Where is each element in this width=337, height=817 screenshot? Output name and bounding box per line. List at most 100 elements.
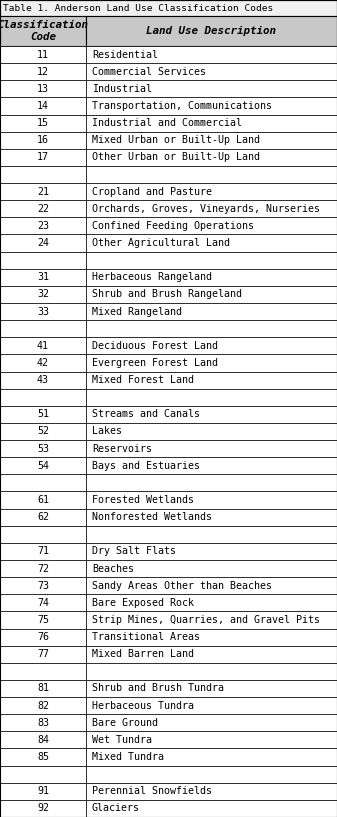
Bar (0, 372, 86, 389)
Bar (0, 46, 86, 63)
Bar (86, 577, 337, 594)
Bar (0, 697, 86, 714)
Text: Transitional Areas: Transitional Areas (92, 632, 200, 642)
Text: Classification
Code: Classification Code (0, 20, 89, 42)
Text: 24: 24 (37, 238, 49, 248)
Bar (86, 525, 337, 542)
Bar (86, 132, 337, 149)
Bar (0, 731, 86, 748)
Text: Lakes: Lakes (92, 426, 122, 436)
Text: 84: 84 (37, 735, 49, 745)
Bar (0, 303, 86, 320)
Bar (0, 458, 86, 475)
Text: 71: 71 (37, 547, 49, 556)
Text: 32: 32 (37, 289, 49, 300)
Text: Land Use Description: Land Use Description (147, 26, 276, 36)
Bar (0, 475, 86, 492)
Bar (0, 355, 86, 372)
Bar (86, 680, 337, 697)
Bar (86, 97, 337, 114)
Bar (86, 114, 337, 132)
Bar (86, 560, 337, 577)
Text: Evergreen Forest Land: Evergreen Forest Land (92, 358, 218, 368)
Text: Strip Mines, Quarries, and Gravel Pits: Strip Mines, Quarries, and Gravel Pits (92, 615, 320, 625)
Text: 92: 92 (37, 803, 49, 814)
Bar (0, 628, 86, 645)
Text: Beaches: Beaches (92, 564, 134, 574)
Bar (0, 132, 86, 149)
Bar (0, 611, 86, 628)
Text: Industrial and Commercial: Industrial and Commercial (92, 118, 242, 128)
Text: 91: 91 (37, 786, 49, 797)
Text: Orchards, Groves, Vineyards, Nurseries: Orchards, Groves, Vineyards, Nurseries (92, 203, 320, 214)
Text: 33: 33 (37, 306, 49, 316)
Text: Wet Tundra: Wet Tundra (92, 735, 152, 745)
Bar (86, 200, 337, 217)
Text: 22: 22 (37, 203, 49, 214)
Text: 13: 13 (37, 84, 49, 94)
Text: Mixed Tundra: Mixed Tundra (92, 752, 164, 762)
Text: 31: 31 (37, 272, 49, 283)
Text: 52: 52 (37, 426, 49, 436)
Bar (86, 800, 337, 817)
Bar (86, 475, 337, 492)
Text: Forested Wetlands: Forested Wetlands (92, 495, 194, 505)
Bar (86, 628, 337, 645)
Bar (0, 80, 86, 97)
Text: Glaciers: Glaciers (92, 803, 140, 814)
Bar (0, 440, 86, 458)
Text: Transportation, Communications: Transportation, Communications (92, 101, 272, 111)
Bar (86, 303, 337, 320)
Text: Nonforested Wetlands: Nonforested Wetlands (92, 512, 212, 522)
Text: 73: 73 (37, 581, 49, 591)
Bar (86, 217, 337, 234)
Text: 53: 53 (37, 444, 49, 453)
Bar (0, 252, 86, 269)
Bar (86, 286, 337, 303)
Bar (86, 542, 337, 560)
Text: 74: 74 (37, 598, 49, 608)
Text: 77: 77 (37, 650, 49, 659)
Bar (86, 509, 337, 525)
Bar (86, 783, 337, 800)
Text: Mixed Barren Land: Mixed Barren Land (92, 650, 194, 659)
Bar (86, 234, 337, 252)
Bar (86, 766, 337, 783)
Text: 62: 62 (37, 512, 49, 522)
Bar (86, 731, 337, 748)
Text: Cropland and Pasture: Cropland and Pasture (92, 186, 212, 197)
Bar (0, 320, 86, 337)
Text: Residential: Residential (92, 50, 158, 60)
Bar (0, 577, 86, 594)
Text: 15: 15 (37, 118, 49, 128)
Text: Shrub and Brush Rangeland: Shrub and Brush Rangeland (92, 289, 242, 300)
Text: Deciduous Forest Land: Deciduous Forest Land (92, 341, 218, 350)
Text: Bays and Estuaries: Bays and Estuaries (92, 461, 200, 471)
Bar (0, 269, 86, 286)
Text: 41: 41 (37, 341, 49, 350)
Text: 16: 16 (37, 136, 49, 145)
Text: Mixed Rangeland: Mixed Rangeland (92, 306, 182, 316)
Bar (86, 183, 337, 200)
Bar (86, 406, 337, 423)
Text: 23: 23 (37, 221, 49, 231)
Bar (0, 406, 86, 423)
Bar (0, 114, 86, 132)
Text: 51: 51 (37, 409, 49, 419)
Bar (86, 269, 337, 286)
Text: 83: 83 (37, 718, 49, 728)
Text: Confined Feeding Operations: Confined Feeding Operations (92, 221, 254, 231)
Text: Other Agricultural Land: Other Agricultural Land (92, 238, 230, 248)
Bar (0, 766, 86, 783)
Bar (86, 594, 337, 611)
Bar (0, 680, 86, 697)
Text: Dry Salt Flats: Dry Salt Flats (92, 547, 176, 556)
Bar (0, 663, 86, 680)
Bar (86, 63, 337, 80)
Bar (86, 714, 337, 731)
Text: Sandy Areas Other than Beaches: Sandy Areas Other than Beaches (92, 581, 272, 591)
Bar (86, 697, 337, 714)
Text: Reservoirs: Reservoirs (92, 444, 152, 453)
Text: 85: 85 (37, 752, 49, 762)
Bar (0, 748, 86, 766)
